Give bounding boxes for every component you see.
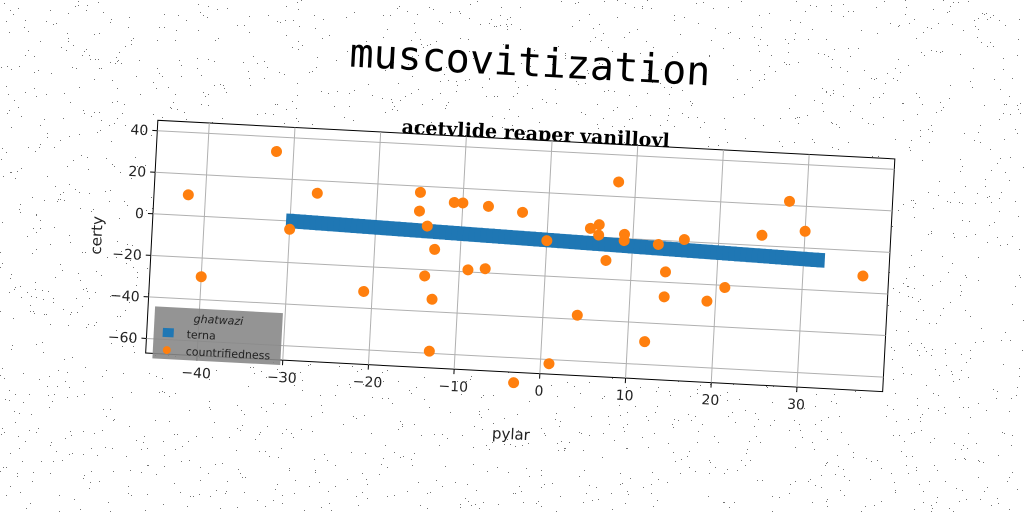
x-gridline <box>282 127 296 361</box>
x-tick-label: 10 <box>615 388 634 405</box>
countrifiedness-point <box>783 195 795 207</box>
y-tick-label: −20 <box>112 246 142 264</box>
countrifiedness-point <box>584 222 596 234</box>
series-countrifiedness <box>182 146 869 389</box>
countrifiedness-point <box>482 200 494 212</box>
countrifiedness-point <box>593 219 605 231</box>
legend-swatch-terna <box>162 327 174 338</box>
countrifiedness-point <box>182 189 194 201</box>
countrifiedness-point <box>593 229 605 241</box>
countrifiedness-point <box>508 377 520 389</box>
countrifiedness-point <box>543 358 555 370</box>
legend: ghatwazi terna countrifiedness <box>152 306 283 366</box>
countrifiedness-point <box>479 263 491 275</box>
countrifiedness-point <box>659 266 671 278</box>
x-tick-label: 30 <box>787 397 806 414</box>
countrifiedness-point <box>271 146 283 158</box>
x-tick-label: 0 <box>534 383 544 399</box>
x-tick-label: 20 <box>701 392 720 409</box>
series-terna <box>285 213 826 268</box>
x-tick-label: −10 <box>438 378 468 396</box>
countrifiedness-point <box>429 243 441 255</box>
y-tick-label: 20 <box>128 164 147 181</box>
countrifiedness-point <box>613 176 625 188</box>
x-gridline <box>453 136 467 370</box>
countrifiedness-point <box>413 205 425 217</box>
x-gridline <box>367 131 382 365</box>
countrifiedness-point <box>426 293 438 305</box>
y-tick-label: −60 <box>107 329 137 347</box>
legend-label-terna: terna <box>186 328 216 343</box>
legend-title: ghatwazi <box>193 312 243 328</box>
y-tick-label: 40 <box>130 122 149 139</box>
countrifiedness-point <box>639 336 651 348</box>
countrifiedness-point <box>857 270 869 282</box>
countrifiedness-point <box>423 345 435 357</box>
countrifiedness-point <box>462 264 474 276</box>
countrifiedness-point <box>719 282 731 294</box>
x-tick-label: −30 <box>267 369 297 387</box>
legend-box <box>152 306 283 366</box>
countrifiedness-point <box>358 286 370 298</box>
y-tick-label: −40 <box>110 288 140 306</box>
countrifiedness-point <box>284 223 296 235</box>
countrifiedness-point <box>571 309 583 321</box>
countrifiedness-point <box>658 291 670 303</box>
x-tick-label: −20 <box>352 374 382 392</box>
countrifiedness-point <box>457 197 469 209</box>
x-axis-label: pylar <box>491 424 531 444</box>
countrifiedness-point <box>652 238 664 250</box>
terna-marker <box>816 252 826 268</box>
x-tick-label: −40 <box>181 365 211 383</box>
countrifiedness-point <box>421 220 433 232</box>
countrifiedness-point <box>541 235 553 247</box>
countrifiedness-point <box>414 186 426 198</box>
y-gridline <box>155 171 893 212</box>
countrifiedness-point <box>799 225 811 237</box>
countrifiedness-point <box>701 295 713 307</box>
y-tick-label: 0 <box>135 206 145 222</box>
countrifiedness-point <box>618 235 630 247</box>
countrifiedness-point <box>517 206 529 218</box>
countrifiedness-point <box>195 271 207 283</box>
countrifiedness-point <box>448 197 460 209</box>
countrifiedness-point <box>311 187 323 199</box>
plot-area <box>145 119 896 393</box>
countrifiedness-point <box>419 270 431 282</box>
y-axis-label: certy <box>87 215 107 254</box>
countrifiedness-point <box>756 229 768 241</box>
legend-label-countrifiedness: countrifiedness <box>185 345 270 362</box>
y-gridline <box>148 296 886 337</box>
countrifiedness-point <box>600 254 612 266</box>
y-gridline <box>157 130 895 170</box>
legend-swatch-countrifiedness <box>162 346 171 355</box>
countrifiedness-point <box>678 234 690 246</box>
x-gridline <box>625 145 639 379</box>
x-gridline <box>539 140 553 374</box>
x-gridline <box>796 154 810 388</box>
y-gridline <box>150 254 888 295</box>
x-gridline <box>710 149 724 383</box>
